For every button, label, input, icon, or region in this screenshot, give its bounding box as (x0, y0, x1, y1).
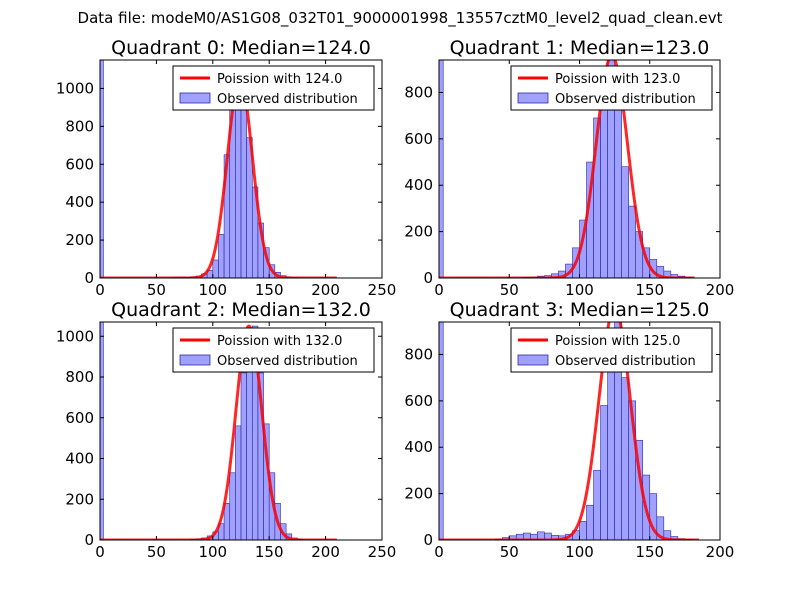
y-tick-label: 800 (404, 345, 433, 363)
y-tick-label: 600 (404, 392, 433, 410)
histogram-bar (229, 472, 236, 540)
histogram-bar (212, 259, 219, 278)
histogram-bar (600, 405, 608, 540)
x-tick-label: 150 (255, 281, 284, 299)
x-tick-label: 200 (706, 543, 735, 561)
y-tick-label: 400 (404, 176, 433, 194)
y-tick-label: 1000 (56, 327, 94, 345)
histogram-bar (586, 504, 594, 540)
legend: Poission with 132.0 Observed distribution (172, 327, 375, 373)
y-tick-label: 1000 (56, 79, 94, 97)
y-tick-label: 200 (404, 223, 433, 241)
histogram-bar (439, 322, 444, 540)
y-tick-label: 0 (423, 531, 433, 549)
legend-bar-label: Observed distribution (217, 92, 358, 107)
histogram-bar (235, 425, 242, 540)
y-tick-label: 200 (404, 485, 433, 503)
legend-curve-label: Poission with 125.0 (555, 334, 680, 349)
histogram-bar (100, 322, 104, 540)
y-tick-label: 400 (65, 193, 94, 211)
x-tick-label: 250 (368, 543, 397, 561)
legend-bar-label: Observed distribution (555, 354, 696, 369)
poisson-curve-line (439, 322, 699, 540)
histogram-bar (218, 234, 225, 278)
legend-curve-label: Poission with 124.0 (217, 72, 342, 87)
poisson-curve-line (439, 60, 695, 278)
y-tick-label: 400 (65, 450, 94, 468)
legend-bar-label: Observed distribution (555, 92, 696, 107)
legend-box (510, 65, 713, 111)
axes-frame (99, 59, 383, 279)
plot-area (100, 60, 337, 278)
legend-curve-label: Poission with 123.0 (555, 72, 680, 87)
histogram-bar (621, 166, 629, 278)
plot-area (100, 322, 337, 540)
legend: Poission with 123.0 Observed distribution (510, 65, 713, 111)
histogram-bar (579, 521, 587, 540)
y-tick-label: 600 (404, 130, 433, 148)
x-tick-label: 100 (565, 543, 594, 561)
legend-bar-swatch (517, 354, 549, 366)
y-tick-label: 400 (404, 438, 433, 456)
histogram-bar (235, 82, 242, 278)
plot-area (439, 322, 699, 540)
chart-panel-3: 0 50 100 150 200 0 200 400 600 800 Quadrant 3: Med… (404, 299, 734, 561)
y-tick-label: 0 (84, 531, 94, 549)
x-tick-label: 100 (198, 281, 227, 299)
chart-panel-1: 0 50 100 150 200 0 200 400 600 800 Quadrant 1: Med… (404, 37, 734, 299)
legend-curve-label: Poission with 132.0 (217, 334, 342, 349)
histogram-bar (621, 377, 629, 540)
chart-title: Quadrant 1: Median=123.0 (450, 37, 710, 59)
x-tick-label: 50 (500, 543, 519, 561)
chart-title: Quadrant 3: Median=125.0 (450, 299, 710, 321)
x-tick-label: 50 (500, 281, 519, 299)
legend-bar-label: Observed distribution (217, 354, 358, 369)
y-tick-label: 0 (84, 269, 94, 287)
x-tick-label: 50 (147, 281, 166, 299)
x-tick-label: 100 (565, 281, 594, 299)
axes-frame (99, 321, 383, 541)
x-tick-label: 200 (311, 281, 340, 299)
histogram-bar (607, 347, 615, 540)
chart-title: Quadrant 2: Median=132.0 (111, 299, 371, 321)
y-tick-label: 200 (65, 231, 94, 249)
legend-bar-swatch (179, 354, 211, 366)
chart-panel-2: 0 50 100 150 200 250 0 200 400 600 800 1000 Quadrant… (56, 299, 397, 561)
y-tick-label: 600 (65, 155, 94, 173)
x-tick-label: 150 (635, 281, 664, 299)
y-tick-label: 800 (65, 117, 94, 135)
histogram-bar (614, 108, 622, 278)
x-tick-label: 0 (95, 543, 105, 561)
legend-bar-swatch (517, 92, 549, 104)
legend: Poission with 124.0 Observed distribution (172, 65, 375, 111)
x-tick-label: 150 (255, 543, 284, 561)
figure-title: Data file: modeM0/AS1G08_032T01_90000019… (77, 9, 723, 27)
histogram-bar (628, 205, 636, 278)
y-tick-label: 800 (65, 368, 94, 386)
chart-title: Quadrant 0: Median=124.0 (111, 37, 371, 59)
histogram-bar (593, 470, 601, 540)
histogram-bar (240, 372, 247, 540)
legend-bar-swatch (179, 92, 211, 104)
x-tick-label: 200 (706, 281, 735, 299)
y-tick-label: 0 (423, 269, 433, 287)
histogram-bar (656, 516, 665, 540)
x-tick-label: 0 (95, 281, 105, 299)
y-tick-label: 600 (65, 409, 94, 427)
chart-panel-0: 0 50 100 150 200 250 0 200 400 600 800 1000 Quadrant… (56, 37, 397, 299)
x-tick-label: 250 (368, 281, 397, 299)
legend: Poission with 125.0 Observed distribution (510, 327, 713, 373)
histogram-bar (100, 60, 104, 278)
x-tick-label: 150 (635, 543, 664, 561)
x-tick-label: 0 (434, 543, 444, 561)
x-tick-label: 0 (434, 281, 444, 299)
y-tick-label: 200 (65, 490, 94, 508)
histogram-bar (240, 99, 247, 278)
x-tick-label: 50 (147, 543, 166, 561)
x-tick-label: 100 (198, 543, 227, 561)
histogram-bar (439, 60, 444, 278)
y-tick-label: 800 (404, 83, 433, 101)
x-tick-label: 200 (311, 543, 340, 561)
